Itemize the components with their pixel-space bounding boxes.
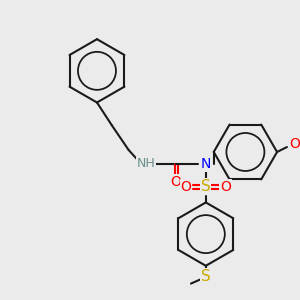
Text: O: O bbox=[220, 180, 231, 194]
Text: O: O bbox=[181, 180, 191, 194]
Text: O: O bbox=[171, 175, 182, 189]
Text: S: S bbox=[201, 269, 211, 284]
Text: NH: NH bbox=[137, 158, 156, 170]
Text: O: O bbox=[290, 137, 300, 151]
Text: S: S bbox=[201, 179, 211, 194]
Text: N: N bbox=[201, 157, 211, 171]
